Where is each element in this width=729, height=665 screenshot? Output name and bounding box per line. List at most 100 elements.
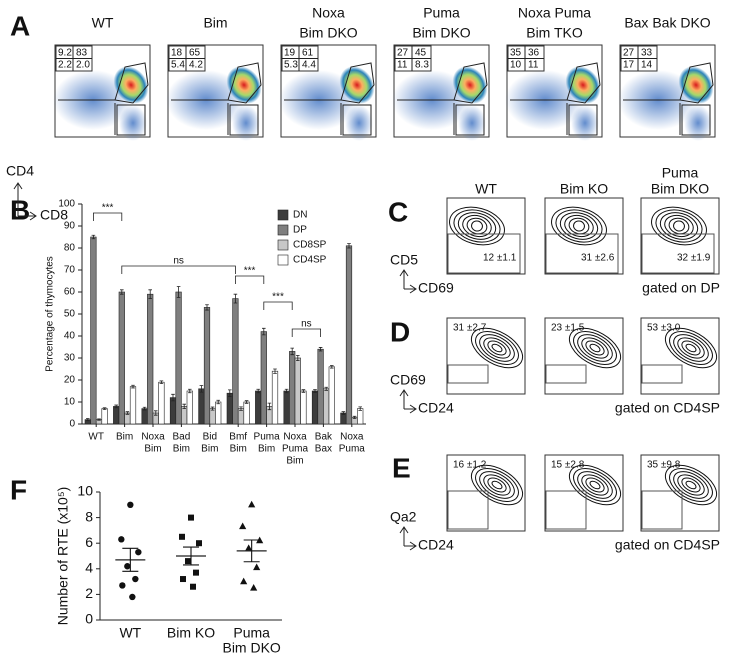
bar bbox=[147, 293, 154, 425]
bar bbox=[345, 245, 353, 425]
quadrant-value: 19 bbox=[284, 48, 296, 59]
bar bbox=[260, 331, 267, 425]
bar bbox=[357, 408, 364, 425]
point bbox=[250, 584, 258, 591]
error-bar bbox=[176, 286, 181, 298]
contour bbox=[685, 343, 697, 353]
contour bbox=[577, 334, 613, 362]
error-bar bbox=[256, 388, 260, 394]
error-bar bbox=[267, 402, 272, 411]
bar bbox=[209, 408, 216, 425]
plot-title: Bim DKO bbox=[412, 25, 470, 41]
gate-box bbox=[641, 490, 683, 530]
x-tick-label: Noxa bbox=[340, 432, 364, 443]
y-tick-label: 80 bbox=[64, 243, 76, 254]
sem-bar bbox=[183, 546, 199, 566]
error-bar bbox=[154, 410, 158, 416]
bar bbox=[255, 390, 262, 425]
contour bbox=[475, 330, 519, 366]
column-title: WT bbox=[475, 181, 497, 197]
panel-letter: D bbox=[390, 316, 410, 347]
x-tick-label: Puma bbox=[254, 432, 281, 443]
contour bbox=[568, 327, 622, 369]
point bbox=[118, 536, 125, 543]
arrow-head bbox=[399, 389, 409, 397]
y-tick-label: 0 bbox=[85, 611, 93, 627]
contour bbox=[685, 480, 697, 490]
contour bbox=[651, 206, 707, 246]
significance-bracket bbox=[263, 301, 293, 310]
bar bbox=[232, 298, 239, 425]
y-tick-label: 20 bbox=[64, 375, 76, 386]
error-bar bbox=[324, 386, 328, 391]
gate-box bbox=[229, 104, 259, 136]
error-bar bbox=[216, 399, 220, 405]
error-bar bbox=[301, 389, 306, 393]
y-tick-label: 30 bbox=[64, 353, 76, 364]
bar bbox=[118, 291, 125, 425]
gate-box bbox=[455, 104, 485, 136]
error-bar bbox=[296, 354, 300, 362]
gate-stat: 23 ±1.5 bbox=[551, 323, 585, 334]
error-bar bbox=[233, 293, 238, 304]
contour-frame bbox=[446, 197, 526, 275]
significance-label: ns bbox=[301, 319, 312, 330]
error-bar bbox=[114, 404, 118, 409]
y-tick-label: 100 bbox=[58, 199, 75, 210]
legend-swatch bbox=[277, 254, 289, 266]
contour bbox=[681, 340, 701, 356]
point bbox=[253, 563, 261, 571]
error-bar bbox=[97, 418, 101, 421]
contour bbox=[681, 477, 701, 493]
contour bbox=[577, 471, 613, 499]
bar bbox=[323, 388, 330, 425]
contour bbox=[466, 217, 488, 235]
error-bar bbox=[284, 388, 289, 394]
arrow-head bbox=[399, 526, 409, 534]
dp-gate bbox=[679, 62, 714, 104]
quadrant-value: 2.0 bbox=[76, 60, 90, 71]
quadrant-value: 5.3 bbox=[284, 60, 298, 71]
column-title: Puma bbox=[662, 165, 699, 181]
bar bbox=[289, 351, 296, 425]
legend-swatch bbox=[277, 224, 289, 236]
bar bbox=[141, 408, 148, 425]
x-tick-label: Bak bbox=[315, 432, 333, 443]
bar bbox=[237, 408, 245, 425]
contour bbox=[470, 327, 524, 369]
error-bar bbox=[347, 243, 351, 249]
x-tick-label: Puma bbox=[282, 444, 309, 455]
significance-bracket bbox=[235, 275, 265, 284]
contour-frame bbox=[640, 454, 720, 532]
contour-frame bbox=[446, 454, 526, 532]
gate-box bbox=[641, 364, 683, 384]
point bbox=[180, 576, 186, 583]
y-tick-label: 10 bbox=[64, 397, 76, 408]
error-bar bbox=[102, 407, 107, 410]
bar bbox=[283, 390, 290, 425]
contour bbox=[677, 474, 705, 496]
bar bbox=[90, 236, 97, 425]
dp-gate bbox=[453, 62, 488, 104]
axis-label: CD24 bbox=[418, 400, 454, 416]
x-tick-label: Bad bbox=[173, 432, 191, 443]
plot-title: Bax Bak DKO bbox=[624, 15, 710, 31]
arrow-head bbox=[399, 269, 409, 277]
plot-title: Bim DKO bbox=[299, 25, 357, 41]
bar bbox=[311, 390, 319, 425]
x-tick-label: Bim bbox=[230, 444, 247, 455]
sem-bar bbox=[243, 539, 260, 563]
bar bbox=[198, 388, 205, 425]
contour bbox=[551, 206, 607, 246]
arrow-head bbox=[29, 211, 37, 221]
quadrant-value: 27 bbox=[397, 48, 409, 59]
panel-letter: E bbox=[392, 452, 411, 483]
error-bar bbox=[352, 415, 357, 419]
gate-stat: 16 ±1.2 bbox=[453, 460, 487, 471]
contour bbox=[462, 214, 492, 238]
contour bbox=[568, 217, 590, 235]
point bbox=[196, 540, 202, 547]
contour bbox=[470, 464, 524, 506]
contour bbox=[673, 220, 685, 232]
quadrant-value: 18 bbox=[171, 48, 183, 59]
